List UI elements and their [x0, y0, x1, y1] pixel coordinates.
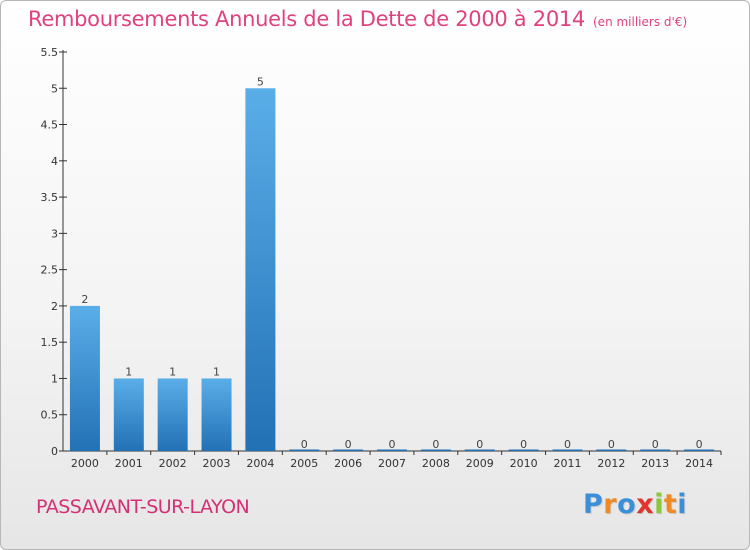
- chart-title-text: Remboursements Annuels de la Dette de 20…: [28, 7, 585, 31]
- bar: [377, 449, 407, 451]
- bar: [201, 378, 232, 451]
- y-tick-label: 3: [51, 227, 58, 240]
- y-tick-label: 2.5: [41, 264, 59, 277]
- x-tick-label: 2008: [422, 457, 450, 470]
- bar: [508, 449, 539, 451]
- bar-data-label: 1: [125, 365, 132, 378]
- bar-data-label: 1: [169, 365, 176, 378]
- logo-letter: o: [617, 489, 637, 520]
- logo-letter: x: [636, 489, 655, 520]
- y-tick-label: 1.5: [41, 336, 59, 349]
- bar-data-label: 0: [432, 438, 439, 451]
- bar-data-label: 0: [608, 438, 615, 451]
- bar-data-label: 0: [564, 438, 571, 451]
- x-tick-label: 2009: [466, 457, 494, 470]
- bar-data-label: 0: [696, 438, 703, 451]
- x-tick-label: 2013: [641, 457, 669, 470]
- x-tick-label: 2004: [246, 457, 274, 470]
- x-tick-label: 2002: [159, 457, 187, 470]
- x-tick-label: 2001: [115, 457, 143, 470]
- x-tick-label: 2007: [378, 457, 406, 470]
- bar: [69, 305, 100, 451]
- bar: [113, 378, 144, 451]
- bar-data-label: 0: [301, 438, 308, 451]
- bar-data-label: 0: [389, 438, 396, 451]
- bar-data-label: 0: [476, 438, 483, 451]
- bar-data-label: 2: [81, 293, 88, 306]
- y-tick-label: 2: [51, 300, 58, 313]
- x-tick-label: 2012: [597, 457, 625, 470]
- bar: [464, 449, 495, 451]
- y-tick-label: 4.5: [41, 119, 59, 132]
- y-tick-label: 4: [51, 155, 58, 168]
- chart-title: Remboursements Annuels de la Dette de 20…: [28, 7, 687, 31]
- bar-data-label: 1: [213, 365, 220, 378]
- y-tick-label: 3.5: [41, 191, 59, 204]
- chart-subtitle: (en milliers d'€): [593, 15, 688, 29]
- x-tick-label: 2014: [685, 457, 713, 470]
- logo-letter: P: [583, 489, 604, 520]
- y-tick-label: 0: [51, 445, 58, 458]
- y-tick-label: 0.5: [41, 409, 59, 422]
- bar: [596, 449, 627, 451]
- y-tick-label: 1: [51, 372, 58, 385]
- bar: [289, 449, 320, 451]
- logo-letter: i: [677, 489, 688, 520]
- x-tick-label: 2011: [553, 457, 581, 470]
- logo-letter: r: [603, 489, 618, 520]
- x-tick-label: 2005: [290, 457, 318, 470]
- y-tick-label: 5.5: [41, 46, 59, 59]
- x-tick-label: 2003: [203, 457, 231, 470]
- bar-data-label: 0: [345, 438, 352, 451]
- bar: [552, 449, 583, 451]
- bar: [245, 88, 276, 451]
- bar-data-label: 0: [520, 438, 527, 451]
- commune-name: PASSAVANT-SUR-LAYON: [36, 496, 250, 518]
- bar: [157, 378, 188, 451]
- bar-data-label: 0: [652, 438, 659, 451]
- x-tick-label: 2000: [71, 457, 99, 470]
- x-tick-label: 2006: [334, 457, 362, 470]
- logo-letter: i: [654, 489, 664, 520]
- y-tick-label: 5: [51, 82, 58, 95]
- bar: [640, 449, 671, 451]
- bar: [684, 449, 715, 451]
- bar-data-label: 5: [257, 75, 264, 88]
- x-tick-label: 2010: [510, 457, 538, 470]
- proxiti-logo: Proxiti: [583, 489, 687, 520]
- logo-letter: t: [663, 489, 678, 520]
- bar: [420, 449, 451, 451]
- bar: [333, 449, 364, 451]
